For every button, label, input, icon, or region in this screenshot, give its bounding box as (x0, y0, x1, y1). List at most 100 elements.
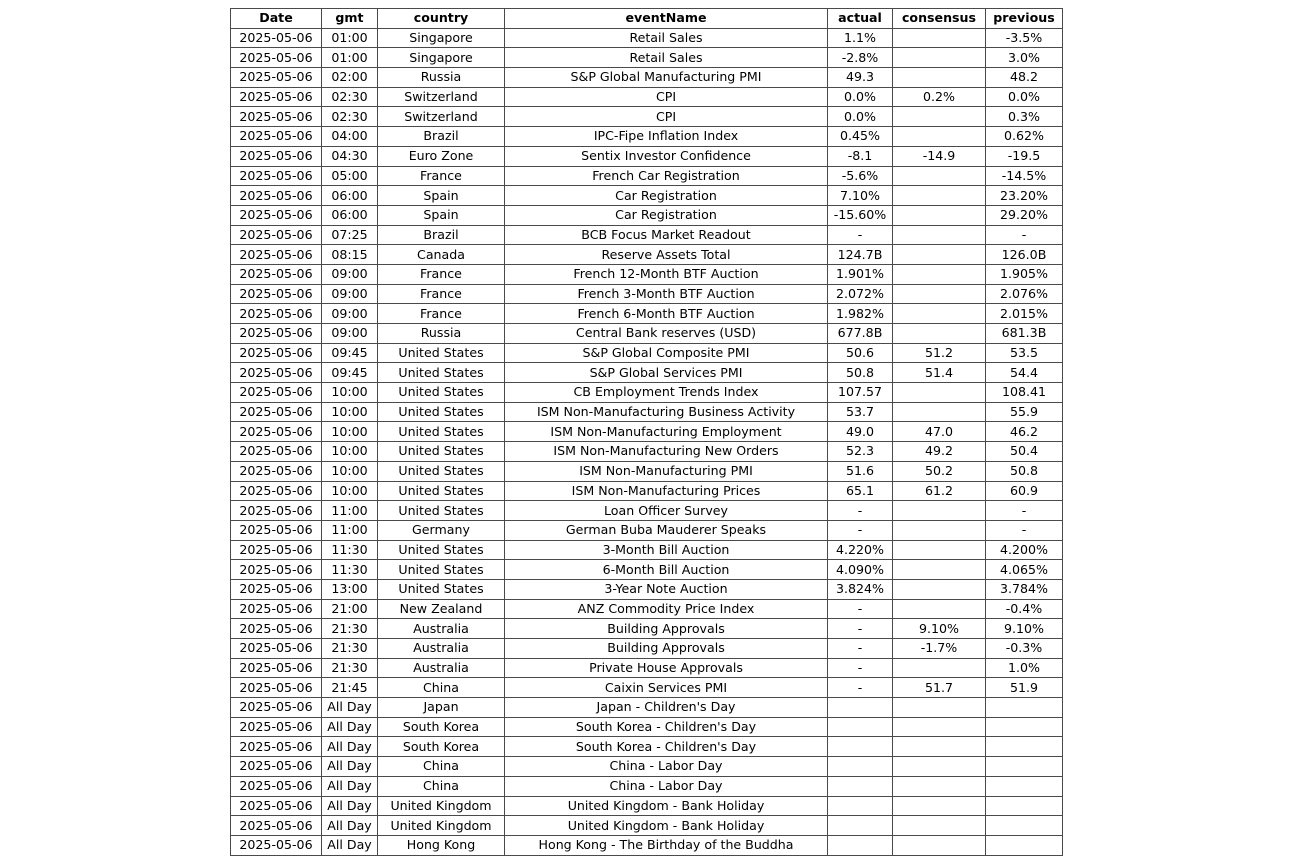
cell-consensus (892, 27, 986, 49)
cell-consensus (892, 126, 986, 147)
cell-actual (827, 775, 893, 797)
cell-event-name: BCB Focus Market Readout (504, 224, 828, 246)
cell-previous: 60.9 (985, 480, 1063, 502)
cell-date: 2025-05-06 (230, 106, 322, 128)
table-row: 2025-05-06 09:45 United States S&P Global S… (230, 362, 1063, 384)
cell-date: 2025-05-06 (230, 27, 322, 49)
cell-event-name: IPC-Fipe Inflation Index (504, 126, 828, 147)
cell-consensus (892, 795, 986, 817)
cell-consensus: 50.2 (892, 460, 986, 482)
cell-date: 2025-05-06 (230, 86, 322, 108)
cell-consensus: 51.2 (892, 342, 986, 364)
cell-previous: - (985, 224, 1063, 246)
cell-gmt: 21:30 (321, 657, 378, 679)
column-header-country: country (377, 8, 505, 29)
cell-actual: 3.824% (827, 578, 893, 600)
table-row: 2025-05-06 04:30 Euro Zone Sentix Investor … (230, 145, 1063, 167)
cell-date: 2025-05-06 (230, 126, 322, 147)
cell-actual: 52.3 (827, 441, 893, 462)
cell-country: United Kingdom (377, 795, 505, 817)
cell-previous: 9.10% (985, 618, 1063, 639)
table-row: 2025-05-06 10:00 United States ISM Non-Manu… (230, 401, 1063, 423)
cell-date: 2025-05-06 (230, 283, 322, 305)
cell-gmt: 11:00 (321, 500, 378, 521)
cell-gmt: All Day (321, 736, 378, 758)
cell-actual: -2.8% (827, 47, 893, 69)
cell-country: United States (377, 480, 505, 502)
cell-previous (985, 716, 1063, 738)
cell-consensus (892, 283, 986, 305)
cell-event-name: Retail Sales (504, 27, 828, 49)
cell-country: South Korea (377, 736, 505, 758)
cell-consensus (892, 775, 986, 797)
cell-date: 2025-05-06 (230, 165, 322, 187)
cell-date: 2025-05-06 (230, 775, 322, 797)
cell-date: 2025-05-06 (230, 677, 322, 699)
cell-actual: 1.982% (827, 303, 893, 324)
cell-date: 2025-05-06 (230, 736, 322, 758)
cell-country: Russia (377, 323, 505, 344)
cell-country: Japan (377, 697, 505, 718)
cell-gmt: 11:00 (321, 519, 378, 541)
cell-gmt: All Day (321, 795, 378, 817)
cell-actual: 53.7 (827, 401, 893, 423)
table-row: 2025-05-06 21:30 Australia Building Approva… (230, 618, 1063, 639)
cell-consensus (892, 224, 986, 246)
cell-previous: - (985, 519, 1063, 541)
cell-actual: - (827, 618, 893, 639)
cell-consensus (892, 716, 986, 738)
cell-previous: -14.5% (985, 165, 1063, 187)
cell-actual: 0.0% (827, 86, 893, 108)
cell-previous: 108.41 (985, 382, 1063, 403)
cell-gmt: 10:00 (321, 401, 378, 423)
cell-gmt: 10:00 (321, 441, 378, 462)
table-row: 2025-05-06 09:00 France French 6-Month BTF … (230, 303, 1063, 324)
cell-country: United States (377, 578, 505, 600)
cell-country: France (377, 165, 505, 187)
cell-date: 2025-05-06 (230, 559, 322, 580)
cell-event-name: ISM Non-Manufacturing PMI (504, 460, 828, 482)
cell-previous: 50.4 (985, 441, 1063, 462)
cell-date: 2025-05-06 (230, 500, 322, 521)
cell-gmt: 06:00 (321, 185, 378, 206)
cell-event-name: United Kingdom - Bank Holiday (504, 795, 828, 817)
cell-country: United States (377, 342, 505, 364)
cell-actual: -8.1 (827, 145, 893, 167)
cell-date: 2025-05-06 (230, 460, 322, 482)
cell-event-name: CPI (504, 86, 828, 108)
cell-previous: 681.3B (985, 323, 1063, 344)
cell-previous: 3.784% (985, 578, 1063, 600)
cell-country: China (377, 677, 505, 699)
table-row: 2025-05-06 07:25 Brazil BCB Focus Market Re… (230, 224, 1063, 246)
cell-gmt: 05:00 (321, 165, 378, 187)
table-row: 2025-05-06 All Day United Kingdom United Ki… (230, 795, 1063, 817)
cell-actual: 2.072% (827, 283, 893, 305)
cell-consensus (892, 578, 986, 600)
cell-country: United Kingdom (377, 815, 505, 836)
cell-previous: - (985, 500, 1063, 521)
column-header-previous: previous (985, 8, 1063, 29)
cell-country: Switzerland (377, 106, 505, 128)
cell-event-name: China - Labor Day (504, 756, 828, 777)
cell-date: 2025-05-06 (230, 834, 322, 856)
cell-event-name: Sentix Investor Confidence (504, 145, 828, 167)
cell-gmt: 02:30 (321, 86, 378, 108)
economic-calendar-table: Date gmt country eventName actual consensus pr… (230, 8, 1063, 856)
cell-date: 2025-05-06 (230, 145, 322, 167)
cell-event-name: German Buba Mauderer Speaks (504, 519, 828, 541)
cell-previous: 4.065% (985, 559, 1063, 580)
column-header-actual: actual (827, 8, 893, 29)
cell-gmt: 04:30 (321, 145, 378, 167)
cell-consensus (892, 303, 986, 324)
cell-actual: - (827, 657, 893, 679)
cell-previous: -0.3% (985, 638, 1063, 659)
cell-event-name: ISM Non-Manufacturing Prices (504, 480, 828, 502)
cell-actual: 7.10% (827, 185, 893, 206)
cell-event-name: Caixin Services PMI (504, 677, 828, 699)
cell-gmt: All Day (321, 815, 378, 836)
column-header-event-name: eventName (504, 8, 828, 29)
cell-actual (827, 716, 893, 738)
cell-consensus (892, 165, 986, 187)
cell-gmt: 04:00 (321, 126, 378, 147)
cell-country: Australia (377, 657, 505, 679)
